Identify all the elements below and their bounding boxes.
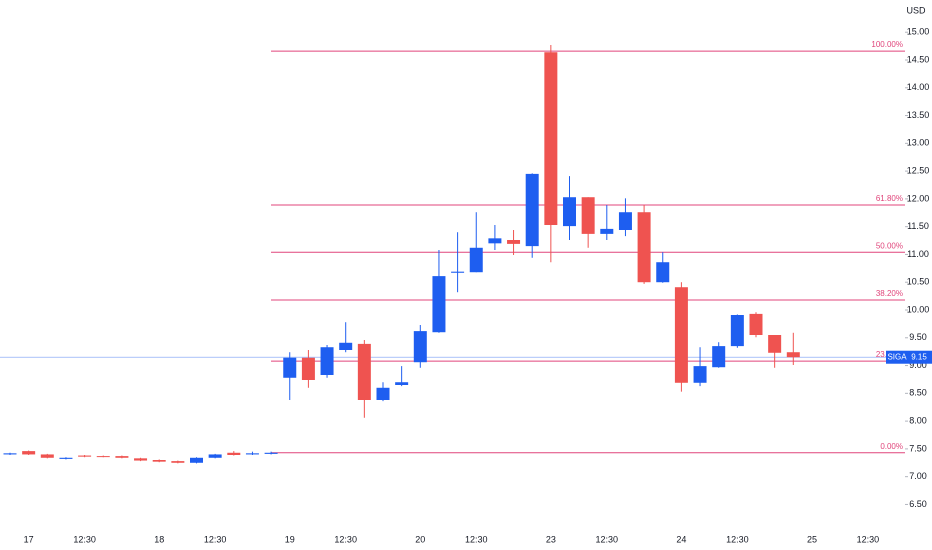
candle-body bbox=[96, 456, 110, 458]
y-tick-label: 15.00 bbox=[907, 27, 930, 37]
candle-body bbox=[339, 342, 353, 350]
candle-body bbox=[525, 173, 539, 247]
candle-body bbox=[656, 262, 670, 283]
candle-body bbox=[357, 343, 371, 400]
candle-body bbox=[693, 366, 707, 383]
y-tick-label: 6.50 bbox=[909, 499, 927, 509]
candle-body bbox=[413, 331, 427, 363]
x-tick-label: 17 bbox=[24, 534, 34, 544]
fib-label: 38.20% bbox=[876, 289, 903, 298]
fib-label: 0.00% bbox=[880, 442, 903, 451]
candle-body bbox=[245, 453, 259, 455]
candle-body bbox=[208, 454, 222, 458]
price-tag-symbol: SIGA bbox=[887, 352, 907, 361]
candle-body bbox=[395, 382, 409, 385]
x-tick-label: 19 bbox=[285, 534, 295, 544]
candle-body bbox=[749, 313, 763, 335]
candle-body bbox=[78, 455, 92, 457]
y-tick-label: 14.50 bbox=[907, 54, 930, 64]
x-tick-label: 12:30 bbox=[204, 534, 227, 544]
candle-body bbox=[301, 357, 315, 380]
y-tick-label: 12.00 bbox=[907, 193, 930, 203]
x-tick-label: 20 bbox=[415, 534, 425, 544]
candle-body bbox=[22, 451, 36, 455]
candle-body bbox=[283, 357, 297, 378]
candle-body bbox=[451, 271, 465, 273]
candle-body bbox=[618, 212, 632, 230]
y-tick-label: 7.50 bbox=[909, 443, 927, 453]
candle-body bbox=[264, 452, 278, 454]
price-tag bbox=[886, 350, 932, 364]
y-tick-label: 9.00 bbox=[909, 360, 927, 370]
candle-body bbox=[674, 287, 688, 383]
candle-body bbox=[544, 52, 558, 225]
y-tick-label: 10.50 bbox=[907, 277, 930, 287]
candle-body bbox=[376, 387, 390, 400]
candle-body bbox=[786, 352, 800, 358]
candle-body bbox=[227, 452, 241, 455]
x-tick-label: 23 bbox=[546, 534, 556, 544]
candle-body bbox=[469, 247, 483, 273]
candle-body bbox=[134, 458, 148, 461]
x-tick-label: 12:30 bbox=[726, 534, 749, 544]
y-tick-label: 9.50 bbox=[909, 332, 927, 342]
candle-body bbox=[730, 315, 744, 347]
candle-body bbox=[768, 335, 782, 353]
candle-body bbox=[488, 238, 502, 244]
fib-label: 50.00% bbox=[876, 241, 903, 250]
candle-body bbox=[563, 197, 576, 227]
candle-body bbox=[40, 454, 54, 458]
x-tick-label: 25 bbox=[807, 534, 817, 544]
candle-body bbox=[581, 197, 595, 234]
x-tick-label: 12:30 bbox=[596, 534, 619, 544]
x-tick-label: 18 bbox=[154, 534, 164, 544]
price-tag-value: 9.15 bbox=[911, 352, 927, 361]
fib-label: 100.00% bbox=[871, 40, 903, 49]
candle-body bbox=[320, 347, 334, 375]
y-tick-label: 8.50 bbox=[909, 388, 927, 398]
x-tick-label: 12:30 bbox=[73, 534, 96, 544]
y-tick-label: 12.50 bbox=[907, 165, 930, 175]
candle-body bbox=[432, 276, 446, 333]
candle-body bbox=[171, 461, 185, 463]
x-tick-label: 12:30 bbox=[465, 534, 488, 544]
candle-body bbox=[152, 460, 166, 462]
y-tick-label: 13.50 bbox=[907, 110, 930, 120]
x-tick-label: 12:30 bbox=[857, 534, 880, 544]
candle-body bbox=[190, 457, 203, 463]
candle-body bbox=[637, 212, 651, 283]
fib-label: 61.80% bbox=[876, 194, 903, 203]
candle-body bbox=[3, 453, 17, 455]
y-tick-label: 11.50 bbox=[907, 221, 929, 231]
y-tick-label: 11.00 bbox=[907, 249, 929, 259]
candle-body bbox=[600, 228, 614, 234]
y-tick-label: 7.00 bbox=[909, 471, 927, 481]
candle-body bbox=[712, 346, 726, 368]
y-tick-label: 10.00 bbox=[907, 304, 930, 314]
y-tick-label: 8.00 bbox=[909, 415, 927, 425]
x-tick-label: 12:30 bbox=[334, 534, 357, 544]
candle-body bbox=[115, 456, 129, 458]
candle-body bbox=[507, 240, 521, 244]
x-tick-label: 24 bbox=[676, 534, 686, 544]
currency-label: USD bbox=[906, 5, 926, 15]
candle-body bbox=[59, 457, 73, 459]
y-tick-label: 13.00 bbox=[907, 138, 930, 148]
y-tick-label: 14.00 bbox=[907, 82, 930, 92]
